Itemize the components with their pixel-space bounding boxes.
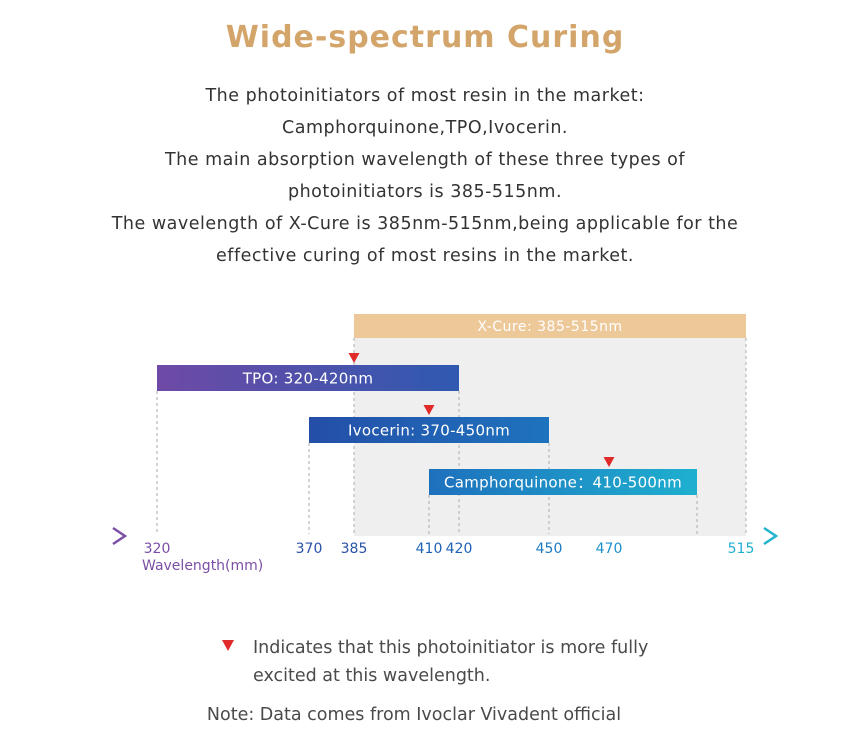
xcure-label: X-Cure: 385-515nm <box>477 319 622 335</box>
page-title: Wide-spectrum Curing <box>225 20 625 55</box>
wavelength-diagram: X-Cure: 385-515nm TPO: 320-420nm Ivocerin:… <box>98 314 779 574</box>
peak-marker-icon <box>222 640 234 651</box>
axis-arrow-icon <box>763 526 779 546</box>
peak-marker-icon <box>423 405 435 415</box>
tick-label: 410 <box>416 541 443 557</box>
range-bar <box>429 469 697 495</box>
intro-line: The wavelength of X-Cure is 385nm-515nm,… <box>111 214 739 234</box>
peak-marker-icon <box>603 457 615 467</box>
range-bar-label: Ivocerin: 370-450nm <box>348 422 510 440</box>
tick-label: 385 <box>341 541 368 557</box>
tick-label: 515 <box>728 541 755 557</box>
tick-label: 470 <box>596 541 623 557</box>
peak-marker-icon <box>348 353 360 363</box>
tick-label: 420 <box>446 541 473 557</box>
intro-line: Camphorquinone,TPO,Ivocerin. <box>282 118 568 138</box>
intro-line: photoinitiators is 385-515nm. <box>287 182 563 202</box>
source-note: Note: Data comes from Ivoclar Vivadent o… <box>206 705 622 725</box>
tick-label: 370 <box>296 541 323 557</box>
range-bar-label: TPO: 320-420nm <box>242 370 374 388</box>
intro-line: The photoinitiators of most resin in the… <box>205 86 645 106</box>
range-bar <box>157 365 459 391</box>
intro-line: The main absorption wavelength of these … <box>164 150 686 170</box>
legend-text-line: Indicates that this photoinitiator is mo… <box>253 638 649 658</box>
legend: Indicates that this photoinitiator is mo… <box>222 634 648 690</box>
legend-text-line: excited at this wavelength. <box>253 666 491 686</box>
range-bar <box>309 417 549 443</box>
range-bar-label: Camphorquinone：410-500nm <box>444 474 682 492</box>
tick-label: 450 <box>536 541 563 557</box>
tick-label: 320 <box>144 541 171 557</box>
axis-chevron-icon <box>112 526 128 546</box>
xcure-bar <box>354 314 746 338</box>
axis-label: Wavelength(mm) <box>142 558 263 574</box>
intro-paragraph: The photoinitiators of most resin in the… <box>0 80 850 272</box>
intro-line: effective curing of most resins in the m… <box>216 246 634 266</box>
